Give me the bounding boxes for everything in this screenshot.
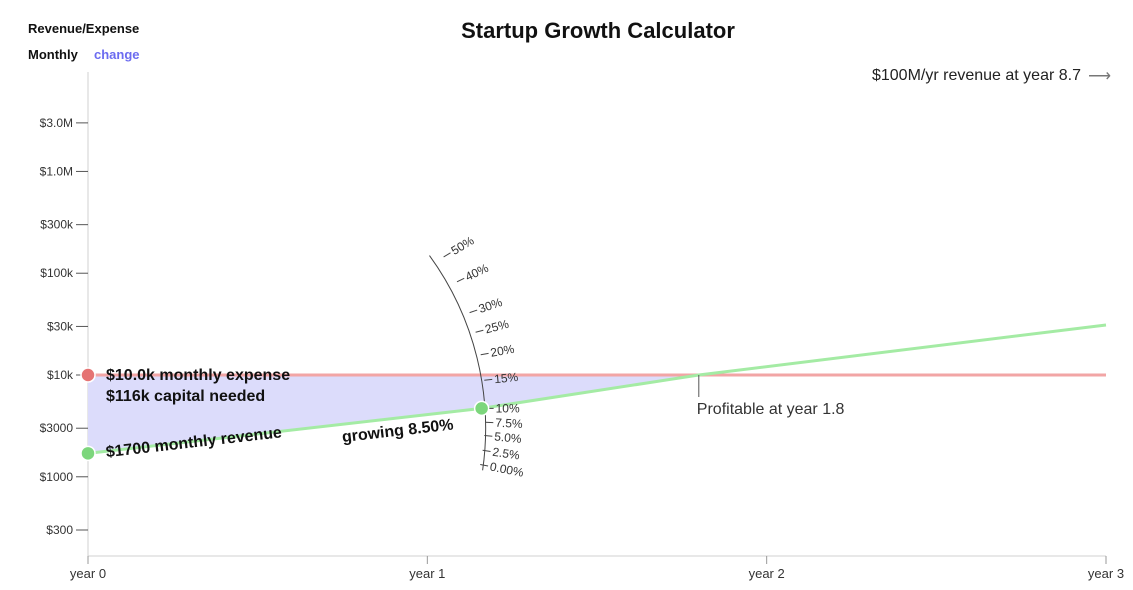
x-tick-label: year 0 [70,566,106,581]
y-tick-label: $3.0M [40,116,73,130]
x-tick-label: year 2 [749,566,785,581]
revenue-expense-label: Revenue/Expense [28,21,140,36]
capital-label: $116k capital needed [106,388,265,405]
growth-dial-tick [475,329,484,333]
growth-dial-tick [456,277,465,283]
x-tick-label: year 1 [409,566,445,581]
growth-dial-label: 50% [449,233,477,258]
growth-dial-arc [429,255,487,471]
growth-dial-label: 30% [477,295,505,316]
y-tick-label: $300k [40,218,74,232]
growth-dial-label: 2.5% [492,445,521,463]
arrow-right-icon: ⟶ [1088,68,1111,85]
growth-dial-tick [443,252,451,258]
growth-dial-tick [480,352,489,356]
expense-label: $10.0k monthly expense [106,367,290,384]
growth-dial-label: 10% [496,401,520,415]
growth-dial-tick [484,435,493,437]
y-tick-label: $30k [47,319,74,333]
growth-dial-label: 40% [463,261,491,284]
growth-dial-label: 25% [483,317,510,337]
period-mode-label: Monthly [28,47,78,62]
growth-dial-tick [484,378,493,381]
growth-dial-tick [469,309,478,314]
y-tick-label: $300 [46,523,73,537]
y-tick-label: $3000 [40,421,74,435]
milestone-label: $100M/yr revenue at year 8.7 [871,67,1081,84]
profitable-label: Profitable at year 1.8 [697,401,845,418]
y-tick-label: $1.0M [40,164,73,178]
change-period-link[interactable]: change [94,47,140,62]
x-tick-label: year 3 [1088,566,1124,581]
growth-dial-label: 20% [489,342,515,360]
growth-dial-tick [480,463,489,467]
y-tick-label: $1000 [40,470,74,484]
y-tick-label: $100k [40,266,74,280]
expense-handle[interactable] [80,367,96,383]
growth-dial-label: 5.0% [494,429,523,445]
page-title: Startup Growth Calculator [461,18,735,43]
revenue-line [87,323,1107,455]
growth-dial-tick [482,449,491,452]
revenue-handle[interactable] [80,445,96,462]
growth-dial-label: 15% [494,370,520,386]
growth-handle[interactable] [473,400,490,417]
growth-dial-label: 7.5% [495,416,523,431]
capital-needed-area [88,375,699,454]
y-tick-label: $10k [47,368,74,382]
growth-dial-label: 0.00% [489,460,525,480]
